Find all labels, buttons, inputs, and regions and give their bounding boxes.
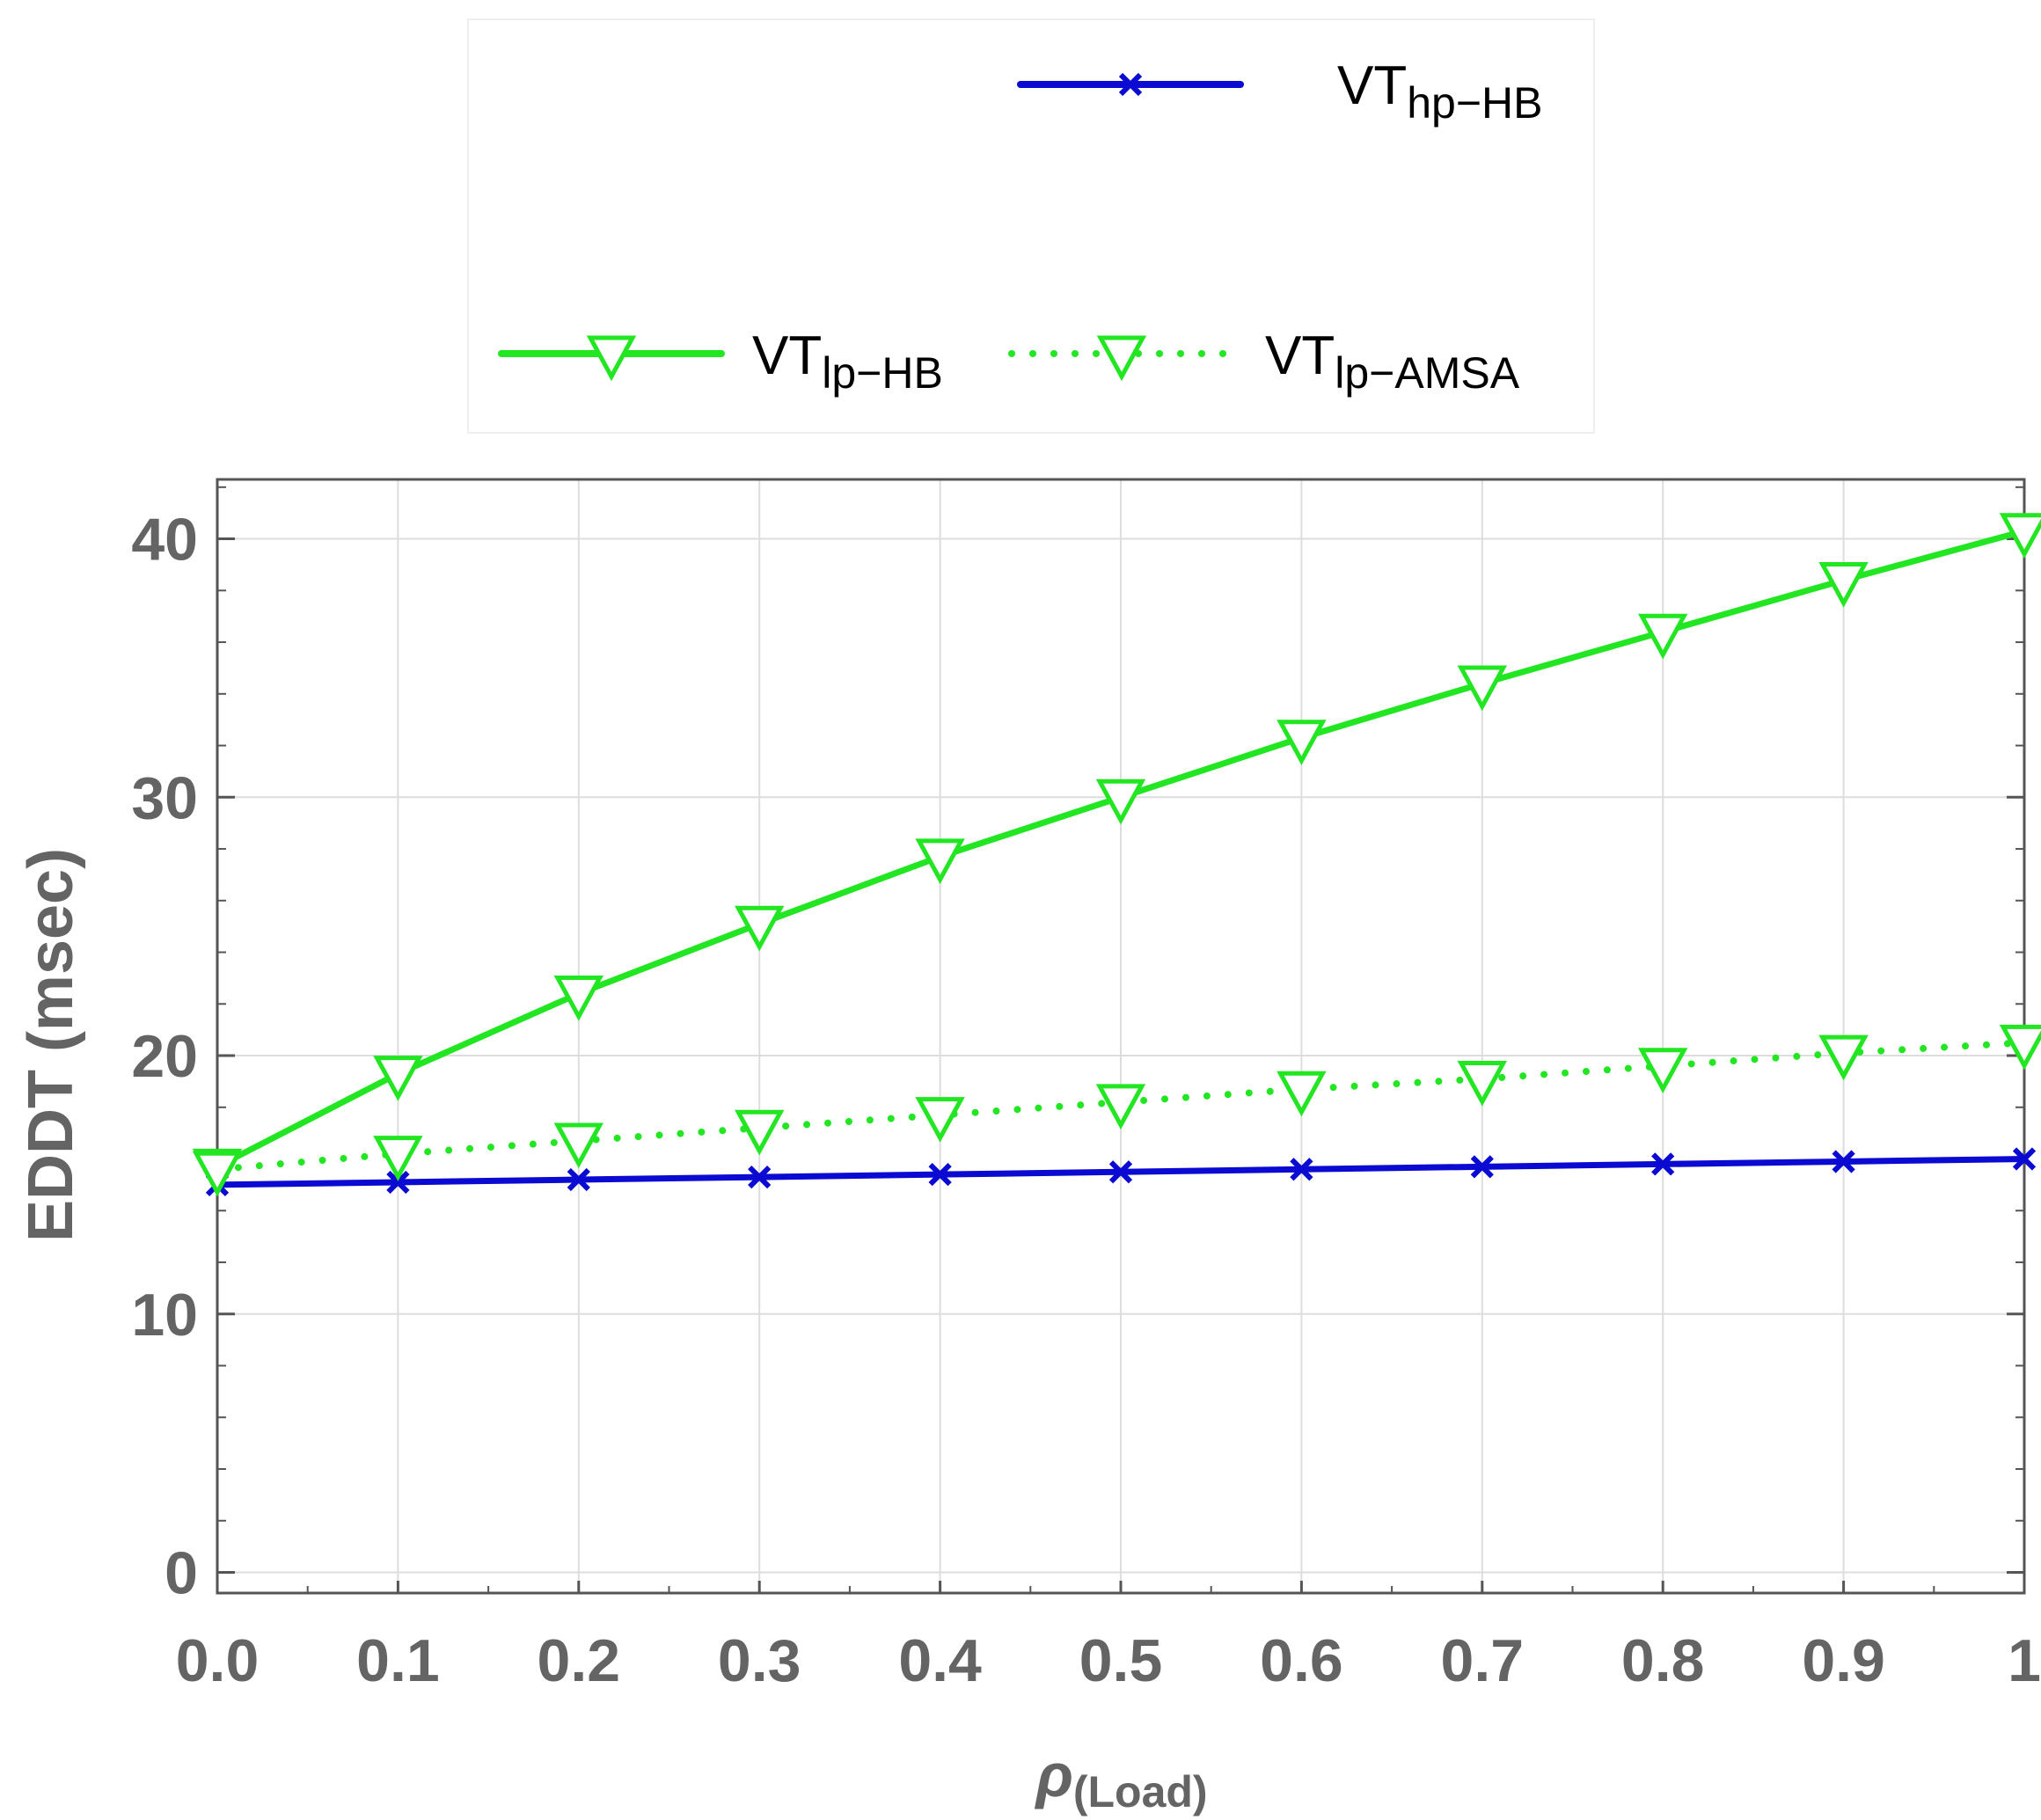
series-lp-amsa (192, 1024, 2041, 1197)
x-axis-title: ρ(Load) (1034, 1741, 1207, 1816)
legend-item: VTlp−HB (498, 325, 943, 398)
y-axis-title: EDDT (msec) (16, 848, 86, 1242)
data-point-marker-stroke-b (1832, 1150, 1855, 1173)
x-tick-label: 0.6 (1260, 1627, 1343, 1694)
data-point-marker (1818, 1034, 1869, 1081)
legend-marker (1118, 72, 1143, 97)
legend-label: VTlp−HB (752, 325, 943, 398)
y-tick-label: 30 (131, 764, 198, 831)
y-tick-label: 10 (131, 1282, 198, 1349)
data-point-marker (2012, 1147, 2037, 1171)
legend-label-subscript: lp−AMSA (1335, 348, 1519, 398)
x-tick-label: 0.2 (538, 1627, 621, 1694)
data-point-marker (373, 1056, 423, 1101)
legend-label-main: VT (1265, 325, 1335, 386)
legend-label-main: VT (752, 325, 822, 386)
legend-marker (586, 335, 637, 382)
data-point-marker (553, 976, 604, 1021)
data-point-marker (734, 1109, 785, 1156)
legend-item: VThp−HB (1017, 55, 1543, 128)
legend-box (467, 18, 1595, 434)
data-point-marker (1457, 1060, 1508, 1107)
data-point-marker (1818, 562, 1869, 608)
legend-marker (1096, 335, 1147, 382)
data-point-marker (1095, 778, 1146, 825)
data-point-marker (553, 1122, 604, 1169)
x-tick-label: 0.1 (356, 1627, 440, 1694)
data-point-marker (192, 1151, 243, 1197)
legend-label: VTlp−AMSA (1265, 325, 1520, 398)
data-point-marker (1277, 1071, 1327, 1117)
x-tick-label: 0.7 (1441, 1627, 1525, 1694)
x-tick-label: 0.9 (1802, 1627, 1885, 1694)
x-axis-title-symbol: ρ (1034, 1741, 1072, 1809)
data-point-marker (567, 1167, 590, 1192)
x-axis-title-subscript: (Load) (1073, 1767, 1208, 1816)
data-point-marker-stroke-b (386, 1170, 410, 1195)
data-point-marker (1999, 513, 2041, 559)
data-point-marker (386, 1170, 410, 1195)
data-point-marker (1108, 1160, 1133, 1184)
data-point-marker (1637, 1048, 1688, 1094)
data-point-marker (1637, 613, 1688, 660)
x-tick-label: 0.8 (1621, 1627, 1705, 1694)
x-tick-label: 0.0 (176, 1627, 260, 1694)
legend-label-subscript: lp−HB (822, 348, 943, 398)
y-tick-label: 40 (131, 507, 198, 574)
data-point-marker (1651, 1152, 1675, 1176)
legend-label: VThp−HB (1337, 55, 1543, 128)
series-layer (192, 513, 2041, 1197)
y-tick-label: 20 (131, 1023, 198, 1090)
data-point-marker (1277, 720, 1327, 765)
data-point-marker (1290, 1158, 1313, 1181)
data-point-marker (734, 905, 785, 952)
legend-label-main: VT (1337, 55, 1407, 116)
data-point-marker (748, 1165, 772, 1189)
data-point-marker-stroke-b (1651, 1152, 1675, 1176)
data-point-marker-stroke-b (1290, 1158, 1313, 1181)
data-point-marker-stroke-b (567, 1167, 590, 1192)
legend-label-subscript: hp−HB (1407, 78, 1542, 128)
data-point-marker-stroke-b (2012, 1147, 2037, 1171)
data-point-marker (1095, 1084, 1146, 1130)
x-tick-label: 0.4 (898, 1627, 982, 1694)
y-tick-label: 0 (165, 1540, 198, 1607)
data-point-marker-stroke-b (748, 1165, 772, 1189)
data-point-marker (373, 1136, 423, 1181)
x-tick-label: 0.5 (1079, 1627, 1163, 1694)
data-point-marker-stroke-b (1470, 1155, 1494, 1179)
data-point-marker (915, 838, 965, 885)
data-point-marker-stroke-b (1108, 1160, 1133, 1184)
legend-item: VTlp−AMSA (1008, 325, 1520, 398)
data-point-marker (1999, 1024, 2041, 1071)
x-tick-label: 0.3 (718, 1627, 801, 1694)
data-point-marker (1832, 1150, 1855, 1173)
data-point-marker (1457, 665, 1508, 712)
data-point-marker-stroke-b (928, 1163, 952, 1187)
data-point-marker (1470, 1155, 1494, 1179)
legend-marker-stroke-b (1118, 72, 1143, 97)
data-point-marker (928, 1163, 952, 1187)
series-hp-hb (205, 1147, 2037, 1197)
series-lp-hb (192, 513, 2041, 1195)
x-tick-label: 1 (2008, 1627, 2041, 1694)
data-point-marker (915, 1097, 965, 1143)
